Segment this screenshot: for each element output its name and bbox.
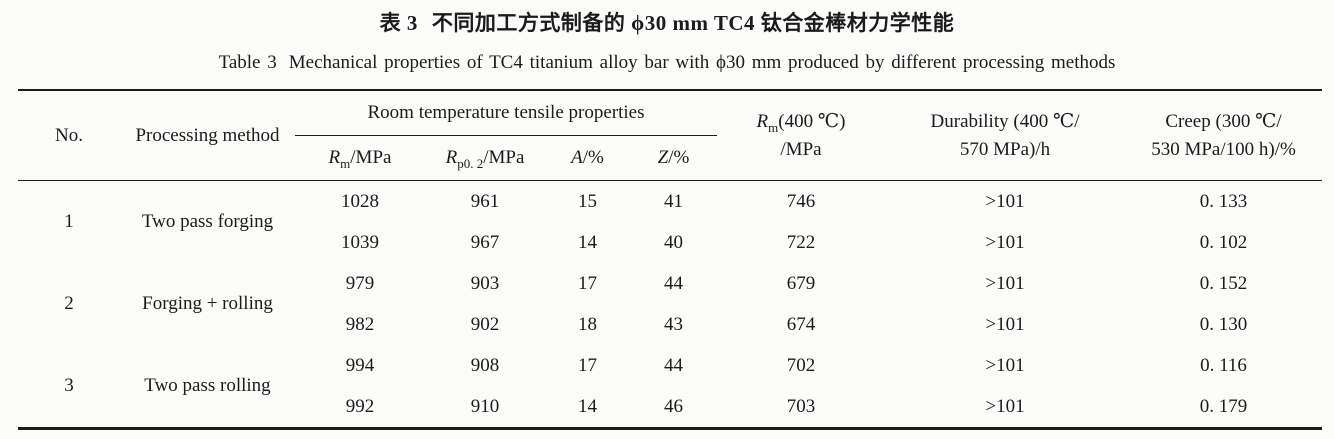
- cell-creep: 0. 133: [1199, 190, 1248, 212]
- cell-creep: 0. 116: [1200, 354, 1247, 376]
- cell-creep: 0. 179: [1199, 395, 1248, 417]
- rm-subscript: m: [340, 156, 351, 172]
- rp02-unit: /MPa: [483, 147, 525, 169]
- cell-processing-method: Two pass forging: [141, 211, 274, 233]
- cell-reduction: 44: [664, 354, 683, 376]
- cell-reduction: 43: [664, 313, 683, 335]
- cell-durability: >101: [985, 313, 1025, 335]
- table-title-en: Mechanical properties of TC4 titanium al…: [288, 52, 1116, 73]
- durability-line2: 570 MPa)/h: [959, 138, 1051, 160]
- header-row-2: Rm/MPa Rp0. 2/MPa A/% Z/%: [18, 135, 1322, 181]
- cell-no: 1: [64, 211, 74, 233]
- header-row-1: No. Processing method Room temperature t…: [18, 90, 1322, 181]
- table-row: 982 902 18 43 674 >101 0. 130: [18, 304, 1322, 345]
- table-title-cn: 不同加工方式制备的 ϕ30 mm TC4 钛合金棒材力学性能: [431, 11, 955, 35]
- cell-rm-400: 674: [786, 313, 816, 335]
- z-symbol: Z: [657, 147, 669, 169]
- cell-durability: >101: [985, 272, 1025, 294]
- col-header-rm: Rm/MPa: [295, 135, 425, 181]
- cell-elongation: 14: [578, 231, 597, 253]
- rm400-condition: (400 ℃): [778, 110, 846, 132]
- col-header-elongation: A/%: [545, 135, 630, 181]
- col-header-no: No.: [18, 90, 120, 181]
- cell-rm: 992: [345, 395, 375, 417]
- table-row: 1039 967 14 40 722 >101 0. 102: [18, 222, 1322, 263]
- cell-reduction: 40: [664, 231, 683, 253]
- cell-rm: 979: [345, 272, 375, 294]
- col-header-rp02: Rp0. 2/MPa: [425, 135, 545, 181]
- cell-rp02: 967: [470, 231, 500, 253]
- cell-durability: >101: [985, 395, 1025, 417]
- z-unit: /%: [668, 147, 690, 169]
- cell-rm-400: 703: [786, 395, 816, 417]
- table-number-cn: 表 3: [379, 11, 418, 35]
- table-row: 2 Forging + rolling 979 903 17 44 679 >1…: [18, 263, 1322, 315]
- cell-creep: 0. 130: [1199, 313, 1248, 335]
- rp02-subscript: p0. 2: [457, 156, 484, 172]
- cell-rm-400: 679: [786, 272, 816, 294]
- cell-reduction: 44: [664, 272, 683, 294]
- creep-line1: Creep (300 ℃/: [1165, 110, 1282, 132]
- cell-durability: >101: [985, 190, 1025, 212]
- table-caption-chinese: 表 3 不同加工方式制备的 ϕ30 mm TC4 钛合金棒材力学性能: [0, 7, 1334, 37]
- col-header-reduction: Z/%: [630, 135, 717, 181]
- cell-rm-400: 702: [786, 354, 816, 376]
- table-row: 992 910 14 46 703 >101 0. 179: [18, 386, 1322, 429]
- cell-rm: 1028: [341, 190, 379, 212]
- cell-rm: 994: [345, 354, 375, 376]
- cell-elongation: 18: [578, 313, 597, 335]
- cell-elongation: 15: [578, 190, 597, 212]
- mechanical-properties-table: No. Processing method Room temperature t…: [18, 89, 1322, 430]
- col-header-creep: Creep (300 ℃/ 530 MPa/100 h)/%: [1125, 90, 1322, 181]
- cell-rp02: 903: [470, 272, 500, 294]
- col-group-tensile-properties: Room temperature tensile properties: [295, 90, 717, 136]
- rm400-subscript: m: [768, 119, 779, 135]
- durability-line1: Durability (400 ℃/: [930, 110, 1080, 132]
- cell-rm-400: 746: [786, 190, 816, 212]
- cell-rp02: 961: [470, 190, 500, 212]
- a-symbol: A: [571, 147, 583, 169]
- cell-rm: 1039: [341, 231, 379, 253]
- cell-elongation: 17: [578, 354, 597, 376]
- rm-symbol: R: [328, 147, 341, 169]
- cell-durability: >101: [985, 354, 1025, 376]
- cell-processing-method: Forging + rolling: [142, 293, 273, 315]
- cell-rp02: 908: [470, 354, 500, 376]
- cell-reduction: 46: [664, 395, 683, 417]
- cell-durability: >101: [985, 231, 1025, 253]
- creep-line2: 530 MPa/100 h)/%: [1151, 138, 1296, 160]
- a-unit: /%: [582, 147, 604, 169]
- col-header-processing-method: Processing method: [120, 90, 295, 181]
- col-header-durability: Durability (400 ℃/ 570 MPa)/h: [885, 90, 1125, 181]
- cell-creep: 0. 102: [1199, 231, 1248, 253]
- cell-rm-400: 722: [786, 231, 816, 253]
- col-header-rm-400: Rm(400 ℃) /MPa: [717, 90, 885, 181]
- rp02-symbol: R: [445, 147, 458, 169]
- cell-creep: 0. 152: [1199, 272, 1248, 294]
- cell-elongation: 14: [578, 395, 597, 417]
- cell-reduction: 41: [664, 190, 683, 212]
- cell-no: 3: [64, 375, 74, 397]
- cell-rp02: 910: [470, 395, 500, 417]
- table-row: 3 Two pass rolling 994 908 17 44 702 >10…: [18, 345, 1322, 397]
- rm400-unit: /MPa: [780, 138, 822, 160]
- table-body: 1 Two pass forging 1028 961 15 41 746 >1…: [18, 181, 1322, 429]
- rm400-symbol: R: [756, 110, 769, 132]
- table-caption-english: Table 3 Mechanical properties of TC4 tita…: [0, 52, 1334, 74]
- cell-no: 2: [64, 293, 74, 315]
- cell-rm: 982: [345, 313, 375, 335]
- data-table-container: No. Processing method Room temperature t…: [18, 89, 1322, 430]
- cell-processing-method: Two pass rolling: [144, 375, 271, 397]
- table-header: No. Processing method Room temperature t…: [18, 90, 1322, 181]
- table-row: 1 Two pass forging 1028 961 15 41 746 >1…: [18, 181, 1322, 233]
- rm-unit: /MPa: [350, 147, 392, 169]
- cell-rp02: 902: [470, 313, 500, 335]
- table-number-en: Table 3: [218, 52, 277, 73]
- cell-elongation: 17: [578, 272, 597, 294]
